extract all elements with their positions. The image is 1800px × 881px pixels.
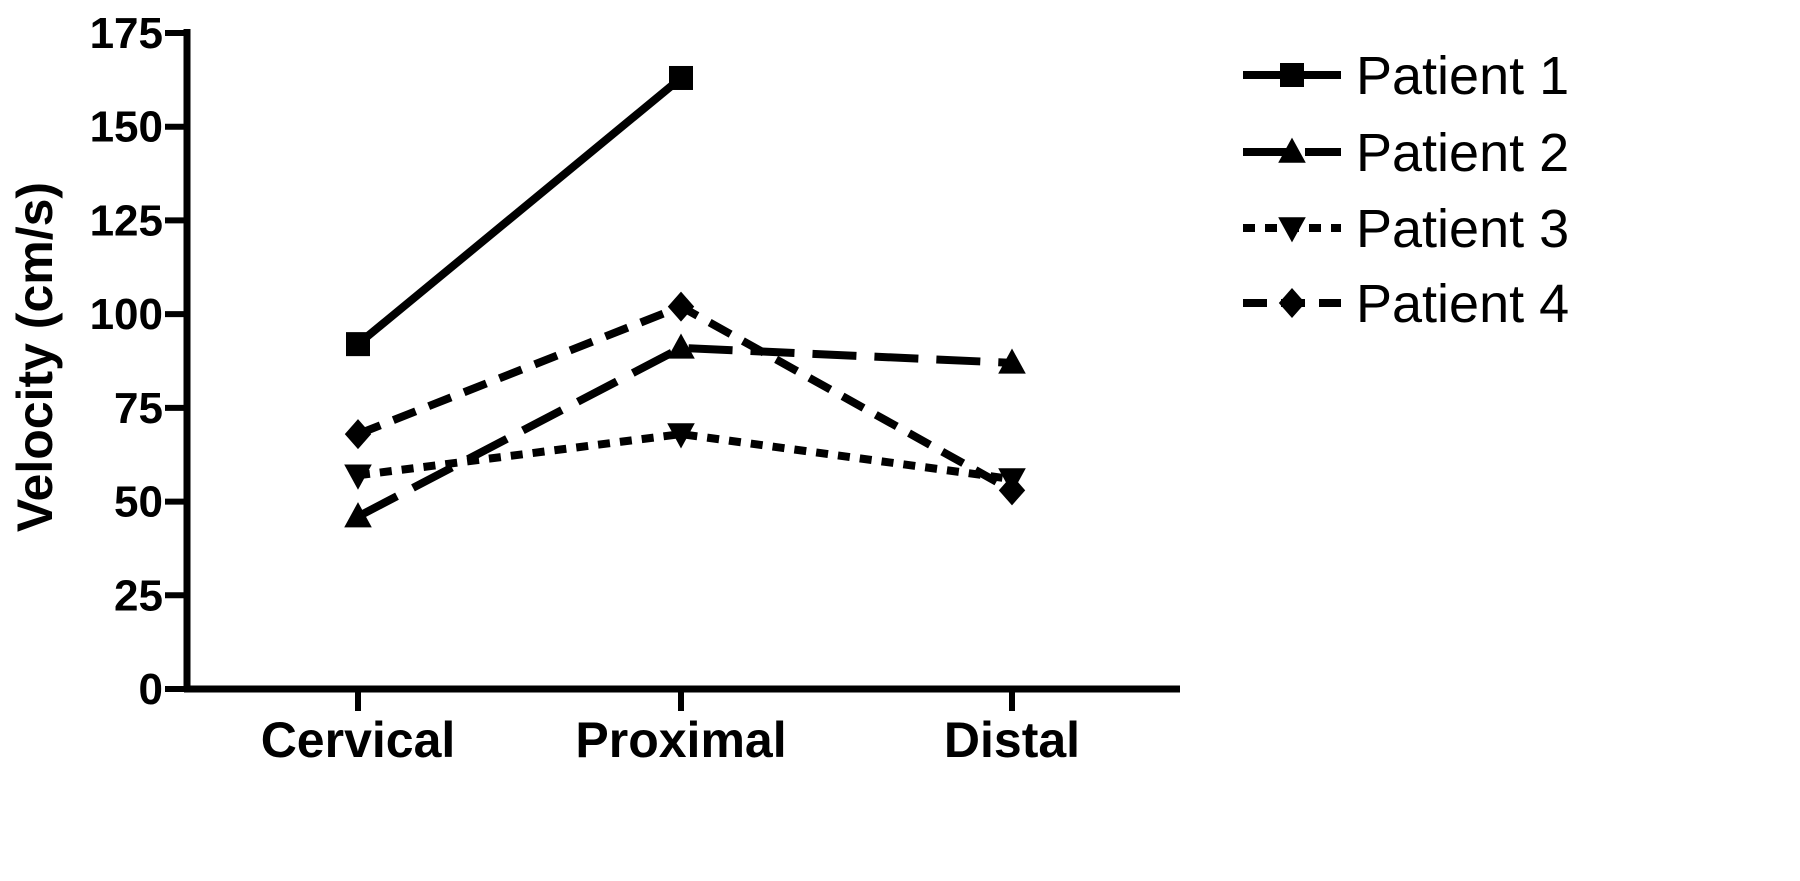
data-point-patient-4	[344, 419, 372, 450]
axes: 0 25 50 75 100 125 150 175 Cervical Proximal Dista…	[90, 9, 1180, 768]
legend-marker	[1280, 63, 1304, 87]
series-line-patient-1	[355, 74, 684, 348]
data-point-patient-1	[346, 332, 370, 357]
legend: Patient 1 Patient 2 Patient 3 Patient 4	[1243, 46, 1569, 334]
legend-marker	[1278, 288, 1306, 318]
data-point-patient-1	[669, 65, 693, 90]
series-line-patient-2	[356, 343, 1013, 521]
series-layer	[344, 65, 1026, 528]
y-tick-label: 75	[114, 384, 163, 433]
x-category-label: Cervical	[261, 712, 456, 768]
y-tick-label: 50	[114, 478, 163, 527]
data-point-patient-3	[344, 464, 372, 490]
data-point-patient-2	[344, 502, 372, 528]
legend-marker	[1278, 137, 1306, 163]
legend-marker	[1278, 217, 1306, 243]
data-point-patient-4	[667, 291, 695, 322]
legend-label: Patient 2	[1356, 123, 1569, 183]
data-point-patient-3	[667, 423, 695, 449]
legend-label: Patient 1	[1356, 46, 1569, 106]
y-tick-label: 100	[90, 290, 163, 339]
y-tick-label: 125	[90, 196, 163, 245]
data-point-patient-2	[667, 333, 695, 359]
y-tick-label: 25	[114, 571, 163, 620]
data-point-patient-4	[998, 475, 1026, 506]
x-category-label: Proximal	[575, 712, 786, 768]
legend-label: Patient 3	[1356, 199, 1569, 259]
y-tick-label: 175	[90, 9, 163, 58]
y-axis-title: Velocity (cm/s)	[7, 182, 63, 532]
x-category-label: Distal	[944, 712, 1080, 768]
y-tick-label: 150	[90, 103, 163, 152]
legend-label: Patient 4	[1356, 274, 1569, 334]
y-tick-label: 0	[139, 665, 163, 714]
data-point-patient-2	[998, 348, 1026, 374]
